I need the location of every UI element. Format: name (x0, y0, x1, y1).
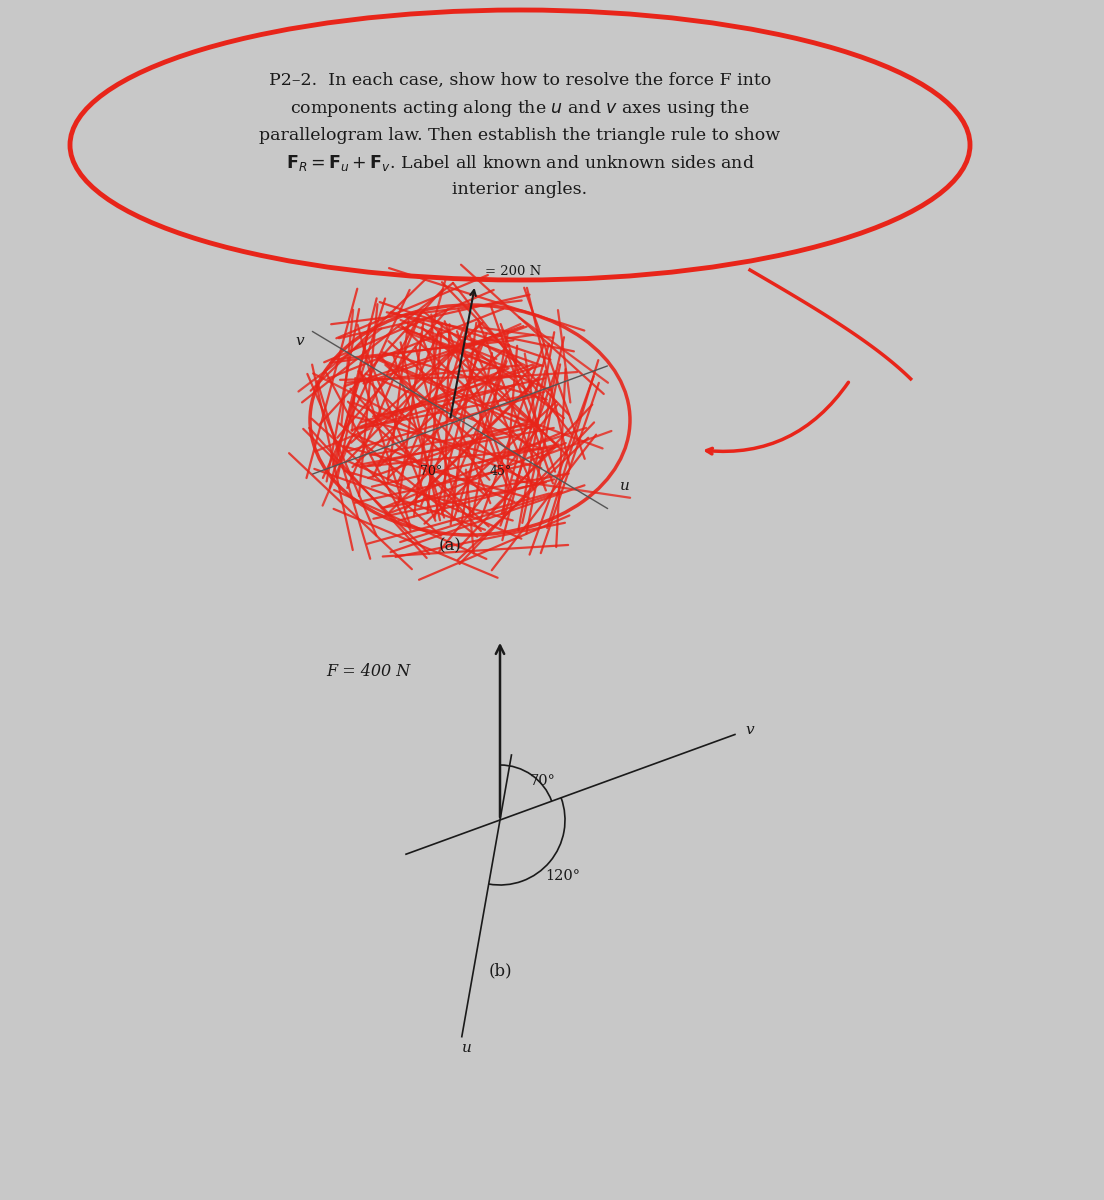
Text: v: v (745, 724, 754, 738)
Text: (b): (b) (488, 962, 512, 979)
Text: P2–2.  In each case, show how to resolve the force F into
components acting alon: P2–2. In each case, show how to resolve … (259, 72, 781, 198)
Text: 70°: 70° (530, 774, 556, 788)
Text: (a): (a) (438, 538, 461, 554)
Text: u: u (620, 479, 630, 493)
Text: u: u (461, 1040, 471, 1055)
Text: v: v (295, 334, 304, 348)
Text: = 200 N: = 200 N (485, 265, 541, 278)
Text: 70°: 70° (420, 464, 443, 478)
Text: 120°: 120° (545, 869, 580, 883)
Text: 45°: 45° (490, 464, 512, 478)
Text: F = 400 N: F = 400 N (326, 662, 410, 680)
